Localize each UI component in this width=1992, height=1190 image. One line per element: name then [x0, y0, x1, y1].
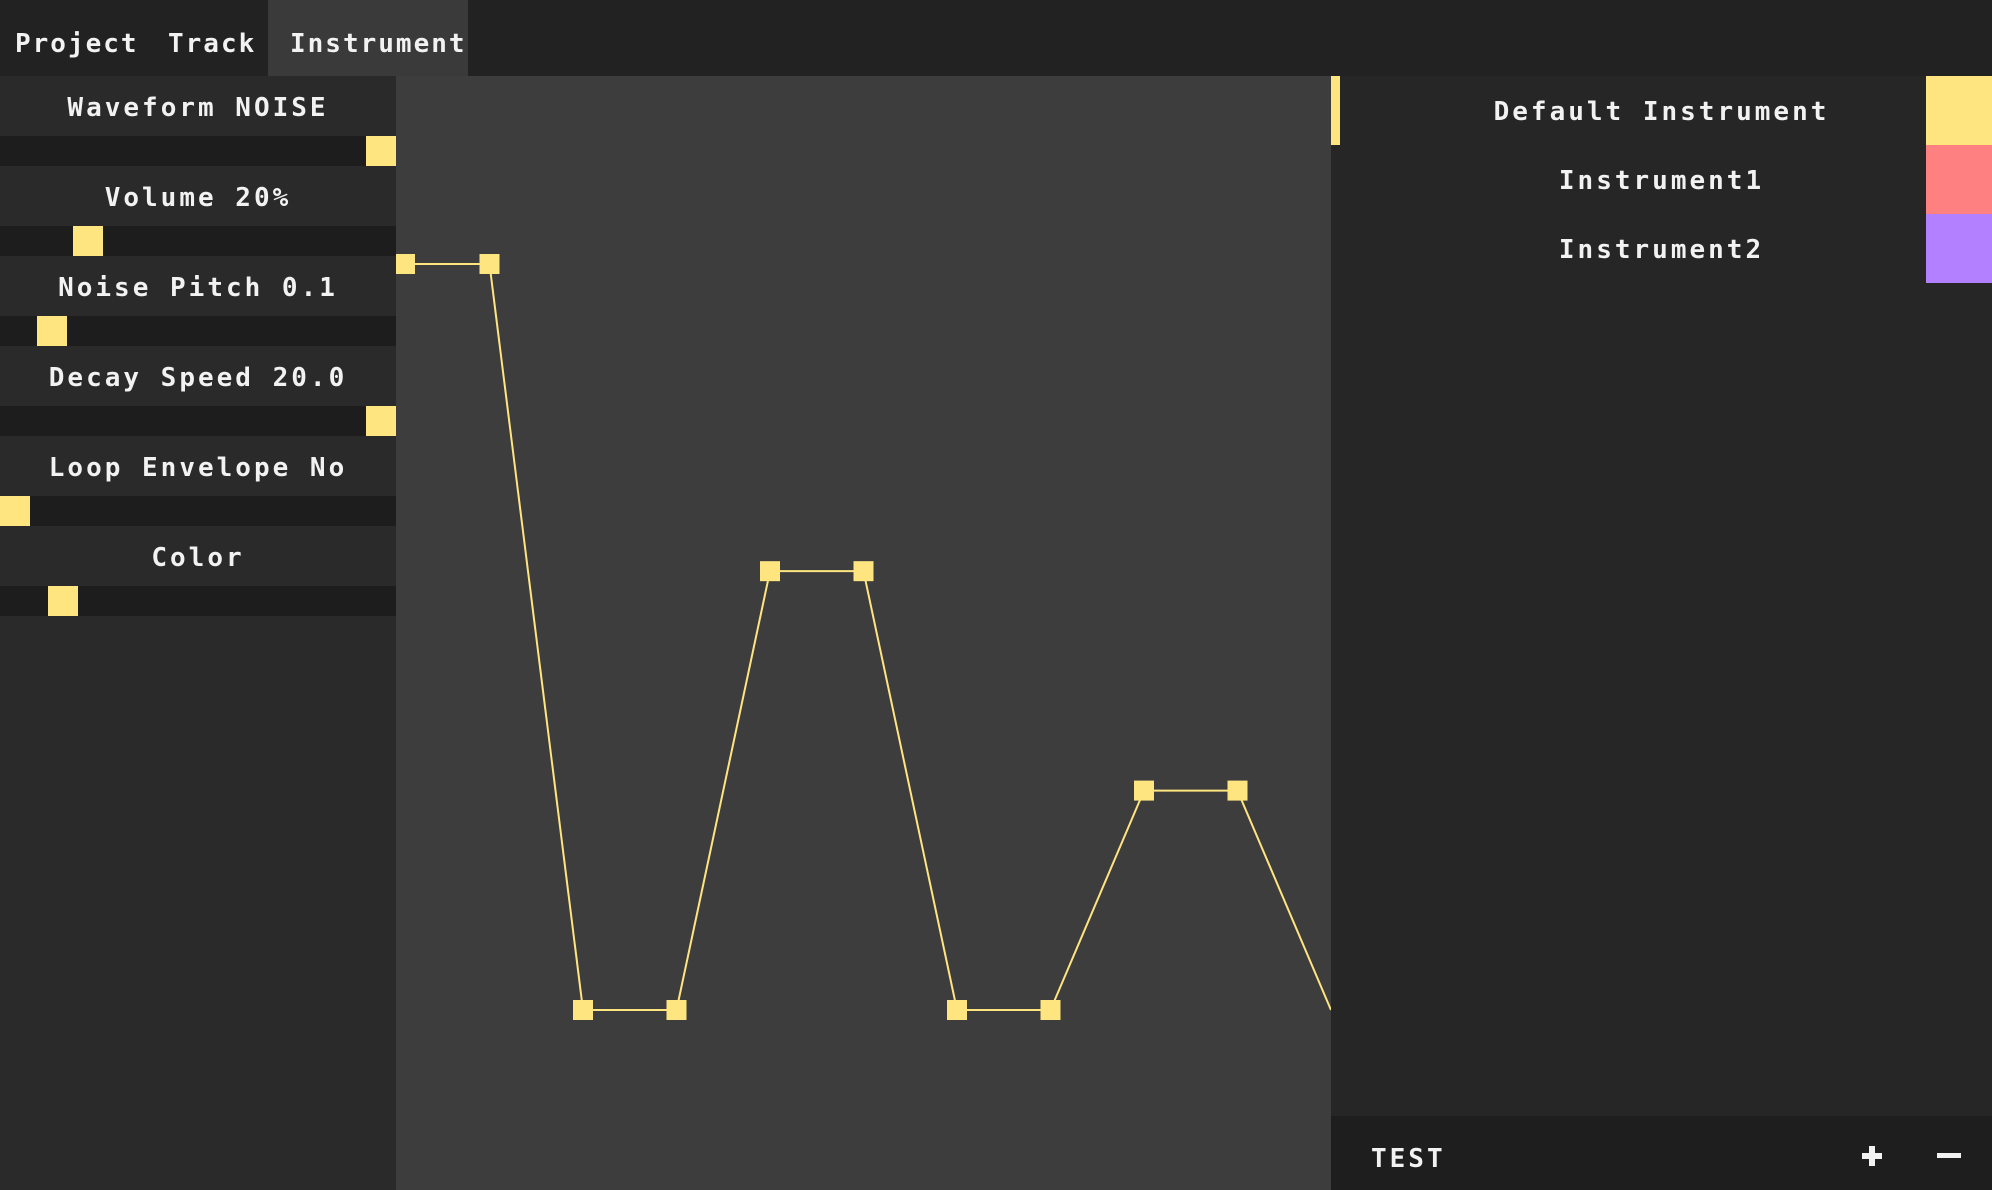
instrument-color-swatch[interactable]: [1926, 214, 1992, 283]
instrument-name: Instrument1: [1558, 166, 1765, 196]
instrument-name: Instrument2: [1558, 235, 1765, 265]
param-decay-speed-label: Decay Speed 20.0: [0, 346, 396, 406]
param-volume-handle[interactable]: [73, 226, 103, 256]
param-volume-slider[interactable]: [0, 226, 396, 256]
minus-icon[interactable]: [1929, 1136, 1969, 1176]
envelope-point[interactable]: [666, 1000, 687, 1020]
tab-track[interactable]: Track: [168, 29, 257, 59]
param-color-label: Color: [0, 526, 396, 586]
param-color-handle[interactable]: [48, 586, 78, 616]
param-loop-envelope-label: Loop Envelope No: [0, 436, 396, 496]
envelope-point[interactable]: [1040, 1000, 1061, 1020]
envelope-point[interactable]: [853, 561, 874, 582]
envelope-point[interactable]: [1227, 780, 1248, 801]
envelope-point[interactable]: [947, 1000, 967, 1020]
envelope-editor[interactable]: [396, 76, 1331, 1190]
tab-project[interactable]: Project: [15, 29, 139, 59]
instrument-list-panel: Default Instrument Instrument1 Instrumen…: [1331, 76, 1992, 1190]
instrument-item-1[interactable]: Instrument1: [1331, 145, 1992, 214]
param-noise-pitch-slider[interactable]: [0, 316, 396, 346]
param-decay-speed-slider[interactable]: [0, 406, 396, 436]
instrument-item-2[interactable]: Instrument2: [1331, 214, 1992, 283]
instrument-color-swatch[interactable]: [1926, 145, 1992, 214]
envelope-graph[interactable]: [396, 76, 1331, 1190]
envelope-point[interactable]: [479, 254, 500, 274]
selected-indicator: [1331, 76, 1340, 145]
instrument-color-swatch[interactable]: [1926, 76, 1992, 145]
instrument-name: Default Instrument: [1493, 97, 1830, 127]
param-waveform-slider[interactable]: [0, 136, 396, 166]
envelope-point[interactable]: [573, 1000, 593, 1020]
menu-bar: Project Track Instrument: [0, 0, 1992, 76]
test-button[interactable]: TEST: [1371, 1144, 1446, 1174]
param-noise-pitch-handle[interactable]: [37, 316, 67, 346]
instrument-item-default[interactable]: Default Instrument: [1331, 76, 1992, 145]
param-color-slider[interactable]: [0, 586, 396, 616]
envelope-point[interactable]: [1134, 780, 1154, 801]
param-loop-envelope-handle[interactable]: [0, 496, 30, 526]
param-decay-speed-handle[interactable]: [366, 406, 396, 436]
param-waveform-label: Waveform NOISE: [0, 76, 396, 136]
envelope-segment: [1049, 790, 1145, 1011]
instrument-actions-bar: TEST: [1331, 1116, 1992, 1190]
param-volume-label: Volume 20%: [0, 166, 396, 226]
param-loop-envelope-slider[interactable]: [0, 496, 396, 526]
param-noise-pitch-label: Noise Pitch 0.1: [0, 256, 396, 316]
envelope-segment: [675, 570, 771, 1011]
envelope-point[interactable]: [396, 254, 415, 274]
tab-instrument[interactable]: Instrument: [268, 0, 468, 76]
plus-icon[interactable]: [1852, 1136, 1892, 1176]
envelope-point[interactable]: [760, 561, 780, 582]
param-waveform-handle[interactable]: [366, 136, 396, 166]
envelope-segment: [488, 263, 584, 1011]
envelope-segment: [862, 570, 958, 1011]
instrument-params-panel: Waveform NOISE Volume 20% Noise Pitch 0.…: [0, 76, 396, 1190]
envelope-segment: [1236, 790, 1331, 1011]
